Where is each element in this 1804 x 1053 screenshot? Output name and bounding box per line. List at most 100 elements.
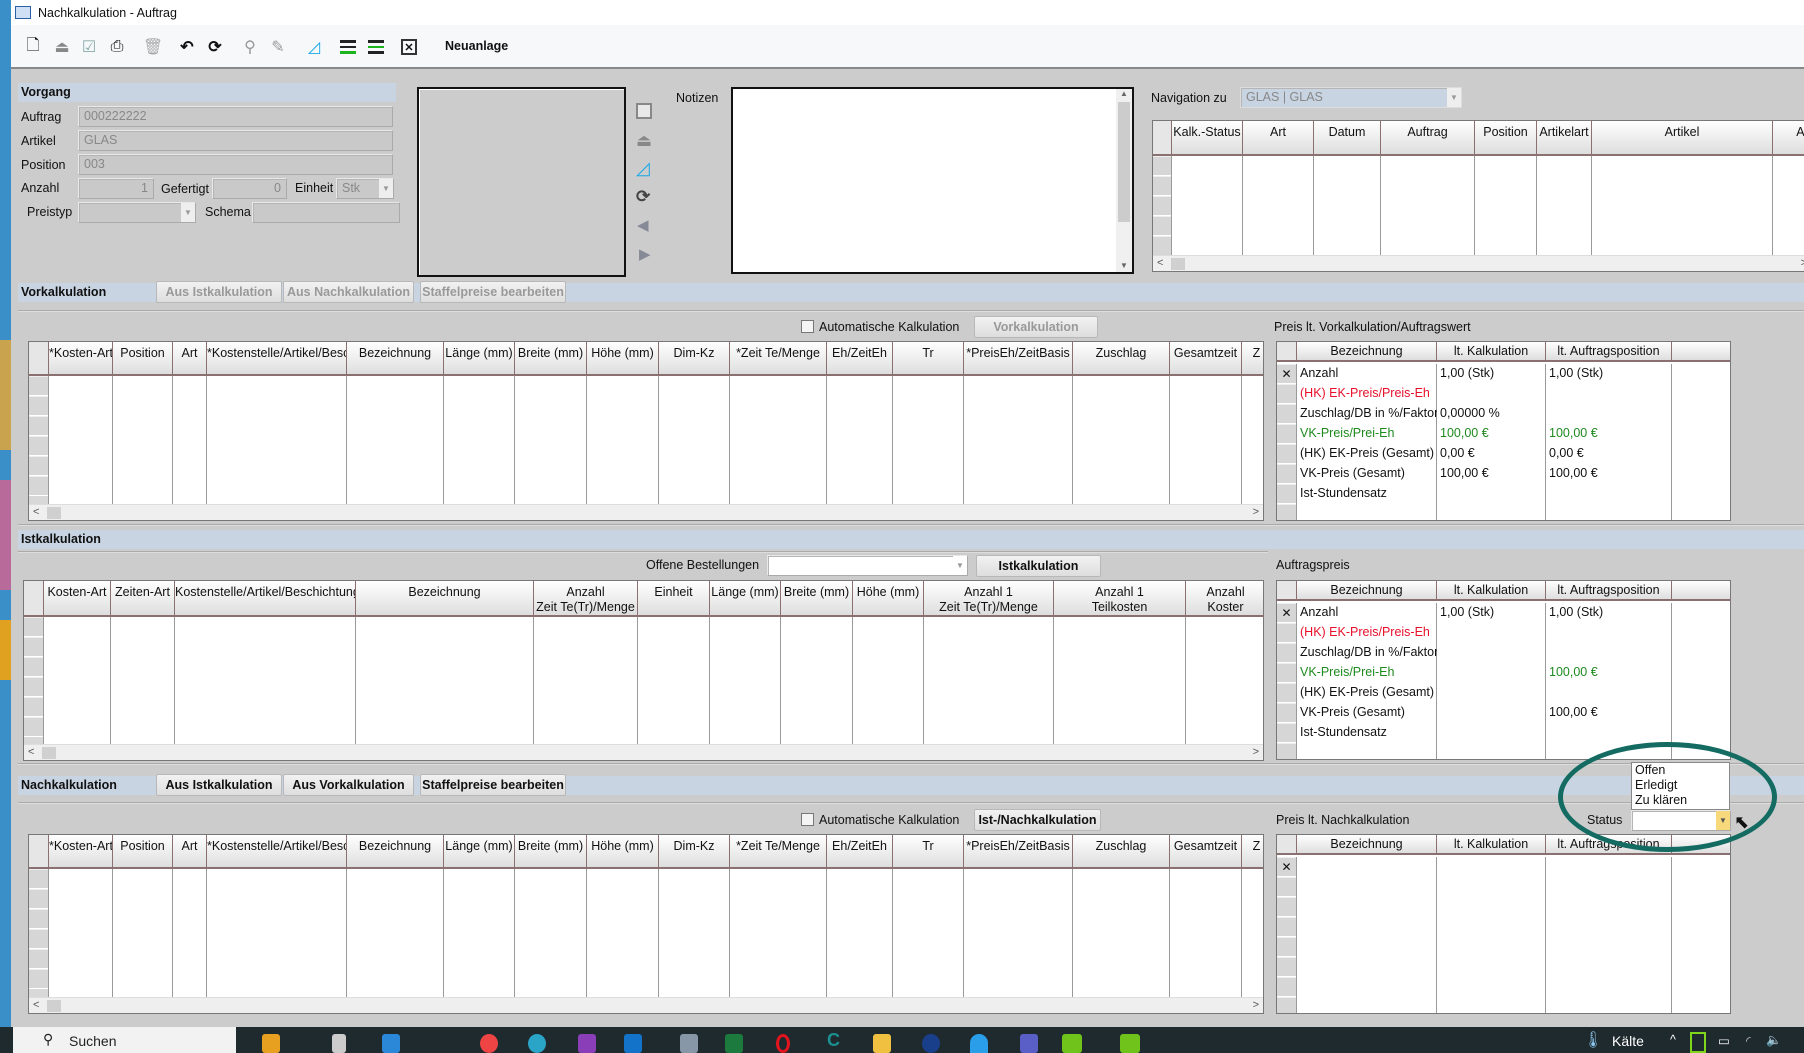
row-selector[interactable] (24, 677, 43, 697)
einheit-select[interactable]: Stk ▼ (336, 178, 394, 199)
row-selector[interactable] (29, 436, 48, 456)
previous-icon[interactable]: ◀ (637, 217, 649, 234)
column-header[interactable]: Höhe (mm) (587, 342, 659, 374)
column-header[interactable]: Länge (mm) (444, 835, 515, 867)
triangle-ruler-icon[interactable]: ◿ (636, 158, 650, 178)
column-header[interactable]: Höhe (mm) (587, 835, 659, 867)
row-selector[interactable] (1277, 484, 1296, 504)
column-header[interactable]: Eh/ZeitEh (827, 342, 893, 374)
row-selector[interactable] (1277, 937, 1296, 957)
column-header[interactable]: Kostenstelle/Artikel/Beschichtung (175, 581, 356, 615)
price-row[interactable]: VK-Preis (Gesamt) 100,00 € 100,00 € (1297, 464, 1672, 484)
column-header[interactable]: Tr (893, 342, 964, 374)
column-header[interactable]: Eh/ZeitEh (827, 835, 893, 867)
tray-app-icon[interactable] (1690, 1032, 1706, 1053)
row-selector[interactable] (1277, 663, 1296, 683)
column-header[interactable]: Anzahl Koster (1186, 581, 1263, 615)
edge-icon[interactable] (528, 1034, 546, 1053)
price-row[interactable]: VK-Preis (Gesamt) 100,00 € (1297, 703, 1672, 723)
next-icon[interactable]: ▶ (639, 246, 651, 263)
artikel-field[interactable]: GLAS (78, 130, 393, 151)
explorer-icon[interactable] (873, 1034, 891, 1053)
row-selector[interactable] (24, 617, 43, 637)
row-selector[interactable] (1153, 236, 1171, 256)
checkbox-icon[interactable]: ☑ (81, 39, 97, 56)
row-selector[interactable] (29, 969, 48, 989)
column-header[interactable]: *PreisEh/ZeitBasis (964, 342, 1073, 374)
column-header[interactable]: Dim-Kz (659, 342, 730, 374)
row-selector[interactable] (1153, 216, 1171, 236)
row-selector[interactable] (1277, 897, 1296, 917)
row-selector[interactable] (1277, 623, 1296, 643)
price-row[interactable]: Zuschlag/DB in %/Faktor 0,00000 % (1297, 404, 1672, 424)
chevron-down-icon[interactable]: ▼ (1447, 88, 1461, 107)
horizontal-scrollbar[interactable]: <> (1153, 255, 1804, 271)
column-header[interactable]: Position (113, 342, 173, 374)
navigation-grid[interactable]: Kalk.-Status Art Datum Auftrag Position Artik… (1152, 120, 1804, 272)
row-selector[interactable] (1277, 977, 1296, 997)
column-header[interactable]: Position (1475, 121, 1537, 154)
chevron-down-icon[interactable]: ▼ (1716, 811, 1730, 830)
horizontal-scrollbar[interactable]: <> (29, 504, 1263, 520)
position-field[interactable]: 003 (78, 154, 393, 175)
column-header[interactable]: *PreisEh/ZeitBasis (964, 835, 1073, 867)
scroll-left-icon[interactable]: < (28, 746, 35, 758)
column-header[interactable]: Anzahl 1 Teilkosten (1054, 581, 1186, 615)
istkalkulation-grid[interactable]: Kosten-Art Zeiten-Art Kostenstelle/Artikel… (23, 580, 1264, 761)
row-selector[interactable] (24, 717, 43, 737)
trash-icon[interactable]: 🗑 (142, 39, 164, 56)
staffelpreise-button[interactable]: Staffelpreise bearbeiten (420, 281, 566, 303)
horizontal-scrollbar[interactable]: <> (29, 997, 1263, 1013)
row-selector[interactable] (1277, 917, 1296, 937)
row-selector[interactable] (1277, 464, 1296, 484)
network-icon[interactable]: ◜ (1746, 1034, 1751, 1048)
column-header[interactable]: *Kostenstelle/Artikel/Besc (207, 342, 347, 374)
onenote-icon[interactable] (578, 1034, 596, 1053)
undo-icon[interactable]: ↶ (180, 39, 194, 56)
new-image-icon[interactable] (636, 103, 652, 119)
preistyp-select[interactable]: ▼ (78, 202, 196, 223)
row-selector[interactable] (29, 476, 48, 496)
row-selector[interactable] (1277, 444, 1296, 464)
auftragspreis-grid[interactable]: Bezeichnung lt. Kalkulation lt. Auftragspo… (1276, 580, 1731, 760)
column-header[interactable]: Gesamtzeit (1170, 342, 1242, 374)
scroll-left-icon[interactable]: < (1157, 257, 1164, 269)
column-header[interactable]: Zuschlag (1073, 342, 1170, 374)
scroll-right-icon[interactable]: > (1252, 506, 1259, 518)
column-header[interactable]: *Zeit Te/Menge (730, 342, 827, 374)
offene-bestellungen-select[interactable]: ▼ (767, 555, 968, 576)
scroll-thumb[interactable] (47, 507, 61, 519)
eject-image-icon[interactable]: ⏏ (636, 131, 653, 150)
scroll-right-icon[interactable]: > (1252, 999, 1259, 1011)
green-app-icon[interactable] (1120, 1034, 1140, 1053)
vorkalkulation-button[interactable]: Vorkalkulation (974, 316, 1098, 338)
column-header[interactable]: Kalk.-Status (1172, 121, 1243, 154)
price-row[interactable]: (HK) EK-Preis/Preis-Eh (1297, 623, 1672, 643)
outlook-icon[interactable] (624, 1034, 642, 1053)
column-header[interactable]: Zeiten-Art (111, 581, 175, 615)
chevron-up-icon[interactable]: ^ (1670, 1033, 1676, 1047)
column-header[interactable]: Gesamtzeit (1170, 835, 1242, 867)
calculator-icon[interactable] (680, 1034, 698, 1053)
price-row[interactable]: Anzahl 1,00 (Stk) 1,00 (Stk) (1297, 603, 1672, 623)
column-header[interactable]: *Zeit Te/Menge (730, 835, 827, 867)
chevron-down-icon[interactable]: ▼ (379, 179, 393, 198)
row-selector[interactable] (24, 657, 43, 677)
chevron-down-icon[interactable]: ▼ (181, 203, 195, 222)
aus-istkalkulation-button[interactable]: Aus Istkalkulation (156, 774, 282, 796)
refresh-icon[interactable]: ⟳ (208, 39, 222, 56)
price-row[interactable]: Ist-Stundensatz (1297, 723, 1672, 743)
row-selector[interactable] (24, 637, 43, 657)
scroll-thumb[interactable] (47, 1000, 61, 1012)
work-app-icon[interactable] (262, 1034, 280, 1053)
aus-nachkalkulation-button[interactable]: Aus Nachkalkulation (283, 281, 414, 303)
row-selector[interactable] (29, 396, 48, 416)
staffelpreise-button[interactable]: Staffelpreise bearbeiten (420, 774, 566, 796)
price-row[interactable]: (HK) EK-Preis (Gesamt) 0,00 € 0,00 € (1297, 444, 1672, 464)
new-document-icon[interactable]: 🗋 (26, 36, 40, 54)
edit-icon[interactable]: ✎ (271, 39, 285, 56)
aus-istkalkulation-button[interactable]: Aus Istkalkulation (156, 281, 282, 303)
column-header[interactable]: Auftrag (1381, 121, 1475, 154)
image-preview[interactable] (417, 87, 626, 277)
row-selector[interactable] (1277, 997, 1296, 1013)
